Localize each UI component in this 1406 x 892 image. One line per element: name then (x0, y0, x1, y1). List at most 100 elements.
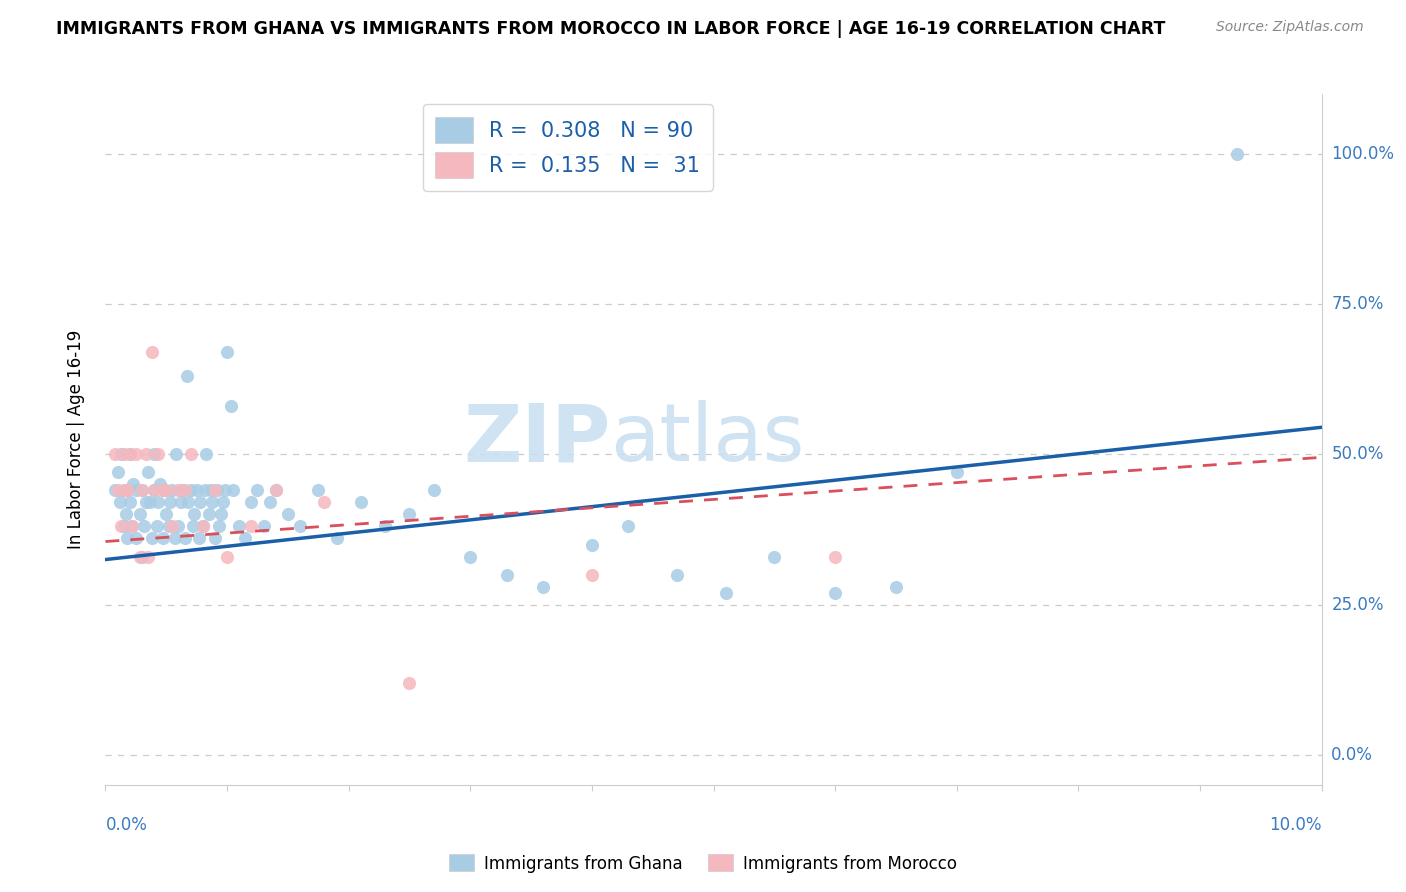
Point (112, 519, 135, 533)
Point (259, 495, 281, 509)
Point (264, 483, 287, 498)
Point (423, 483, 446, 498)
Y-axis label: In Labor Force | Age 16-19: In Labor Force | Age 16-19 (66, 330, 84, 549)
Point (188, 495, 211, 509)
Point (581, 537, 603, 551)
Point (143, 447, 166, 461)
Point (181, 519, 204, 533)
Point (115, 508, 138, 522)
Point (204, 483, 226, 498)
Point (155, 483, 177, 498)
Point (117, 483, 139, 498)
Point (246, 483, 269, 498)
Point (350, 495, 373, 509)
Point (177, 495, 200, 509)
Point (374, 519, 396, 533)
Point (128, 549, 150, 564)
Point (200, 483, 222, 498)
Point (191, 519, 214, 533)
Point (233, 532, 256, 546)
Point (824, 549, 846, 564)
Text: IMMIGRANTS FROM GHANA VS IMMIGRANTS FROM MOROCCO IN LABOR FORCE | AGE 16-19 CORR: IMMIGRANTS FROM GHANA VS IMMIGRANTS FROM… (56, 20, 1166, 37)
Point (141, 345, 163, 359)
Point (112, 447, 135, 461)
Point (157, 519, 180, 533)
Text: 25.0%: 25.0% (1331, 596, 1384, 614)
Point (884, 580, 907, 594)
Point (173, 483, 195, 498)
Point (314, 495, 336, 509)
Point (176, 369, 198, 384)
Point (134, 519, 156, 533)
Point (167, 519, 190, 533)
Point (125, 447, 148, 461)
Point (209, 508, 232, 522)
Point (162, 483, 184, 498)
Point (125, 532, 148, 546)
Point (163, 532, 186, 546)
Point (207, 519, 229, 533)
Point (214, 483, 236, 498)
Point (398, 508, 420, 522)
Point (146, 495, 169, 509)
Point (131, 549, 153, 564)
Point (201, 495, 224, 509)
Point (107, 483, 129, 498)
Point (117, 532, 139, 546)
Point (136, 466, 159, 480)
Point (118, 447, 141, 461)
Point (128, 508, 150, 522)
Point (118, 447, 141, 461)
Point (117, 483, 139, 498)
Point (143, 483, 166, 498)
Point (159, 495, 181, 509)
Point (763, 549, 786, 564)
Point (195, 447, 218, 461)
Point (617, 519, 640, 533)
Point (458, 549, 481, 564)
Point (277, 508, 299, 522)
Point (131, 483, 153, 498)
Point (180, 483, 202, 498)
Text: 0.0%: 0.0% (105, 815, 148, 833)
Point (307, 483, 329, 498)
Text: 10.0%: 10.0% (1270, 815, 1322, 833)
Point (183, 508, 205, 522)
Point (288, 519, 311, 533)
Point (207, 483, 229, 498)
Point (222, 483, 245, 498)
Point (152, 483, 174, 498)
Point (107, 466, 129, 480)
Point (191, 519, 214, 533)
Point (136, 549, 159, 564)
Text: 0.0%: 0.0% (1331, 746, 1374, 764)
Point (945, 466, 967, 480)
Point (104, 447, 127, 461)
Point (135, 495, 157, 509)
Point (135, 447, 157, 461)
Point (228, 519, 250, 533)
Text: 75.0%: 75.0% (1331, 295, 1384, 313)
Point (125, 483, 148, 498)
Point (824, 585, 846, 599)
Point (212, 495, 235, 509)
Point (145, 519, 167, 533)
Text: 50.0%: 50.0% (1331, 445, 1384, 463)
Point (204, 532, 226, 546)
Point (143, 483, 166, 498)
Point (131, 483, 153, 498)
Point (112, 483, 135, 498)
Point (240, 495, 263, 509)
Point (217, 345, 239, 359)
Point (149, 477, 172, 491)
Text: atlas: atlas (610, 401, 804, 478)
Point (170, 495, 193, 509)
Point (122, 477, 145, 491)
Point (155, 508, 177, 522)
Point (531, 580, 554, 594)
Point (173, 532, 195, 546)
Point (162, 519, 184, 533)
Point (165, 447, 187, 461)
Text: 100.0%: 100.0% (1331, 145, 1395, 162)
Point (714, 585, 737, 599)
